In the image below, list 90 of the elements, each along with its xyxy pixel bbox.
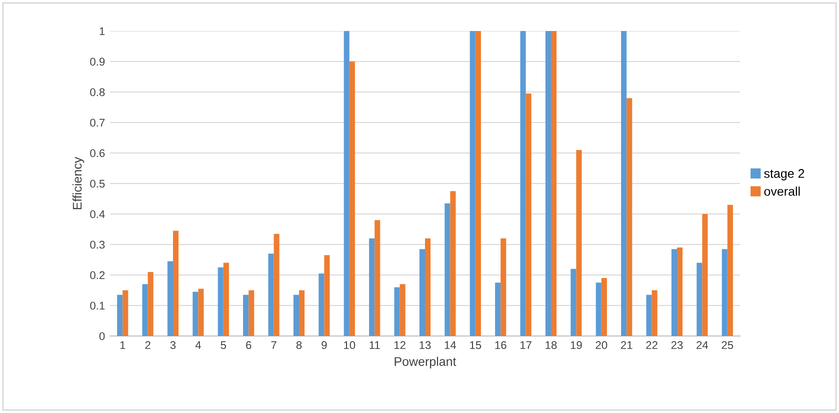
bar [198, 288, 204, 336]
y-tick-label: 0.6 [90, 149, 105, 158]
bar [475, 31, 481, 336]
bar [268, 254, 274, 336]
bar [576, 150, 582, 336]
x-tick-label: 1 [120, 341, 126, 349]
bar [419, 249, 425, 336]
bar [369, 238, 375, 336]
y-tick-label: 0.2 [90, 271, 105, 280]
bar [192, 292, 198, 336]
y-tick-label: 0.4 [90, 210, 105, 218]
x-tick-label: 23 [671, 341, 683, 350]
bar [495, 282, 501, 336]
y-tick-label: 0 [99, 332, 105, 340]
bar [218, 267, 224, 336]
y-axis-title: Efficiency [72, 156, 84, 210]
bar [520, 31, 526, 336]
bar [551, 31, 557, 336]
x-tick-label: 16 [495, 341, 506, 350]
bar [173, 230, 179, 336]
bar [122, 290, 128, 336]
bar [696, 262, 702, 336]
y-tick-label: 0.7 [90, 118, 105, 127]
x-tick-label: 12 [394, 341, 406, 349]
bar [318, 273, 324, 336]
bar [677, 248, 683, 336]
bar [596, 282, 602, 336]
x-tick-label: 20 [596, 341, 608, 350]
x-tick-label: 18 [546, 341, 557, 350]
x-tick-label: 6 [246, 341, 252, 350]
y-tick-label: 0.9 [90, 58, 105, 66]
x-tick-label: 25 [722, 341, 734, 350]
bar [349, 62, 355, 336]
bar [702, 214, 708, 336]
bar [148, 272, 154, 336]
bar [727, 204, 733, 336]
bar [293, 294, 299, 336]
x-tick-label: 11 [370, 341, 380, 349]
legend-label: stage 2 [764, 169, 804, 180]
x-tick-label: 10 [344, 341, 356, 350]
x-tick-label: 13 [420, 341, 431, 350]
bar [142, 284, 148, 336]
x-tick-label: 3 [170, 341, 176, 350]
bar [248, 290, 254, 336]
bar [450, 191, 456, 336]
bar [167, 261, 173, 336]
x-tick-label: 21 [620, 341, 632, 349]
bar [243, 294, 249, 336]
bar [223, 262, 229, 336]
x-tick-label: 5 [220, 341, 226, 350]
bar [299, 290, 305, 336]
bar [601, 278, 607, 336]
x-tick-label: 22 [646, 341, 658, 349]
bar [500, 238, 506, 336]
x-tick-label: 4 [195, 341, 201, 349]
y-tick-label: 0.1 [90, 302, 105, 310]
x-tick-label: 9 [322, 341, 327, 350]
x-tick-label: 24 [696, 341, 708, 349]
bar [646, 294, 652, 336]
bar [626, 98, 632, 336]
x-axis-title: Powerplant [394, 356, 456, 368]
x-tick-label: 17 [520, 341, 532, 349]
bar [374, 220, 380, 336]
bar [444, 203, 450, 336]
bar [526, 94, 532, 336]
x-tick-label: 7 [271, 341, 276, 349]
bar [652, 290, 658, 336]
y-tick-label: 0.8 [90, 88, 105, 96]
y-tick-label: 0.3 [90, 240, 105, 249]
bar [545, 31, 551, 336]
y-tick-label: 1 [100, 27, 105, 36]
bar [117, 294, 123, 336]
bar [425, 238, 431, 336]
x-tick-label: 19 [570, 341, 582, 350]
bar [394, 287, 400, 336]
bar [470, 31, 476, 336]
x-tick-label: 2 [145, 341, 150, 349]
x-tick-label: 15 [470, 341, 482, 350]
bar [344, 31, 350, 336]
bar [570, 268, 576, 336]
bar [400, 284, 406, 336]
x-tick-label: 8 [296, 341, 302, 350]
bar [671, 249, 677, 336]
bar [274, 234, 280, 336]
x-tick-label: 14 [444, 341, 456, 349]
bar [324, 255, 330, 336]
y-tick-label: 0.5 [90, 180, 105, 188]
bar [722, 249, 728, 336]
bar [621, 31, 627, 336]
legend-label: overall [764, 186, 800, 196]
